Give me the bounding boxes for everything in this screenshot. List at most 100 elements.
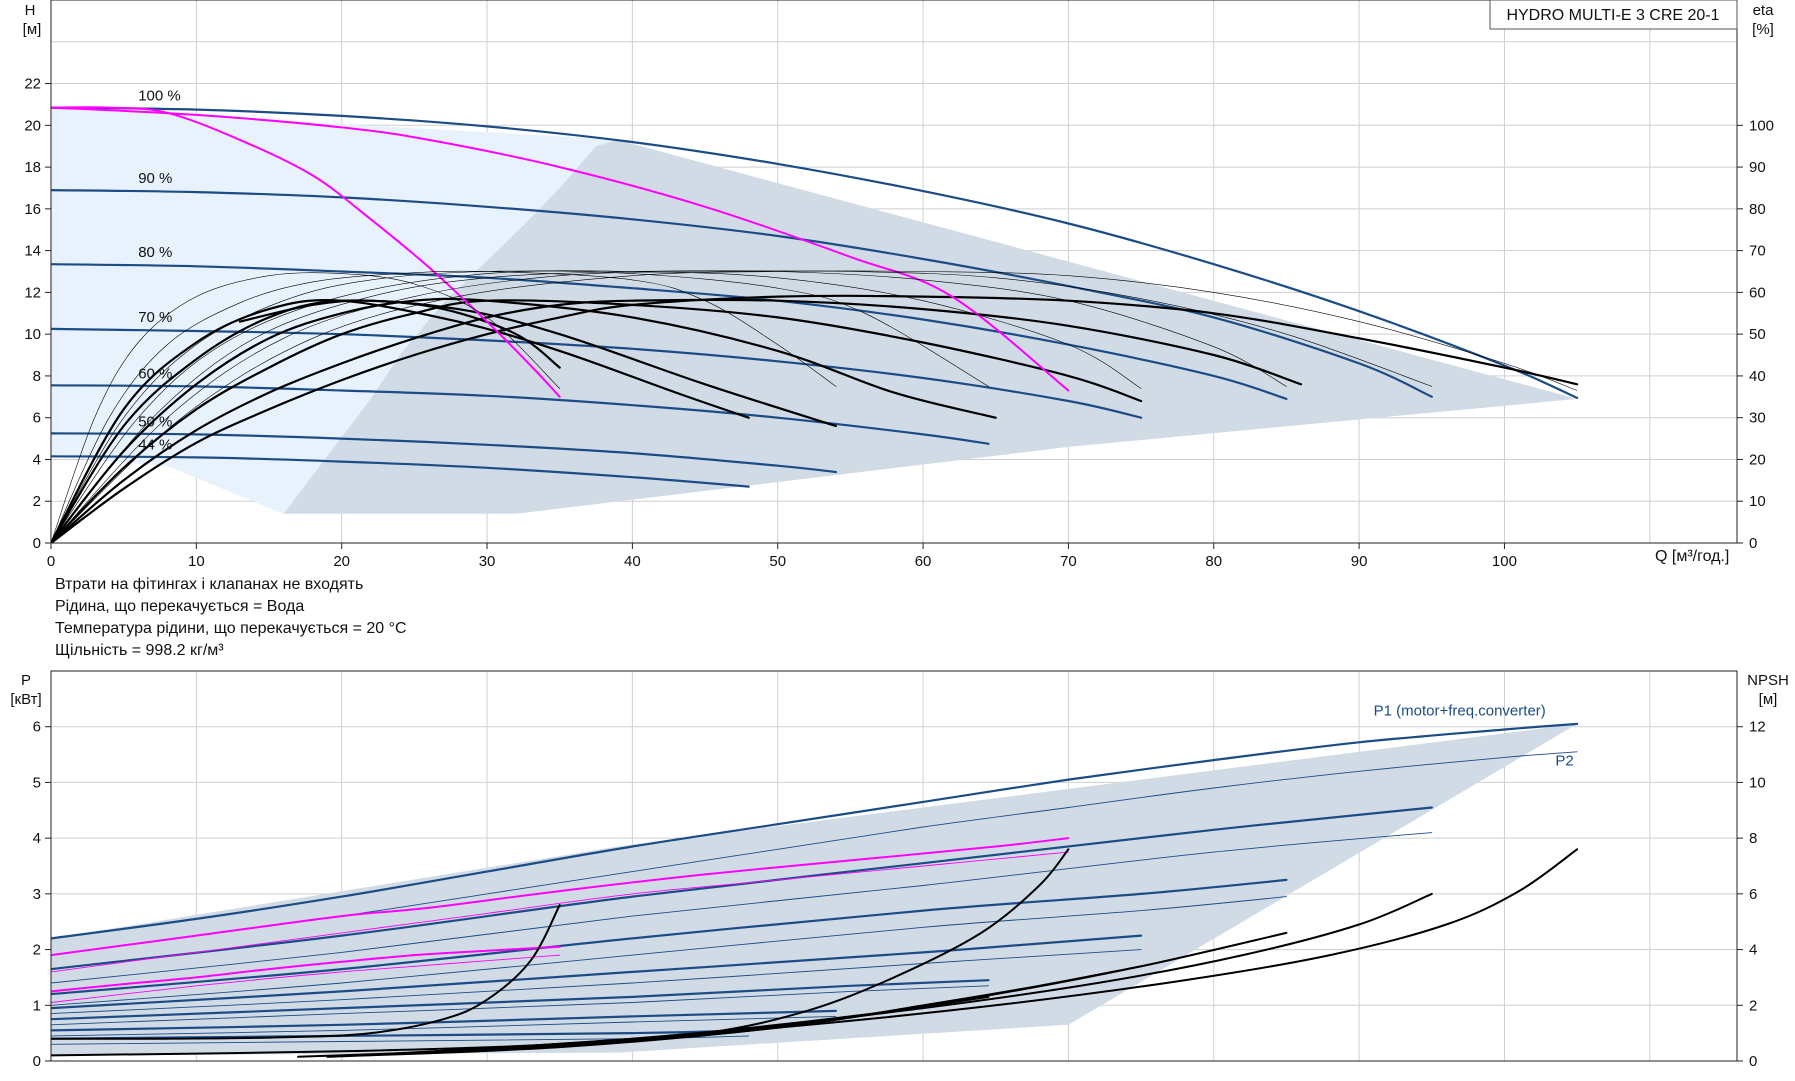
x-tick-label: 80 bbox=[1205, 553, 1222, 570]
h-axis-unit: [м] bbox=[23, 21, 42, 38]
head-curve bbox=[51, 263, 1288, 400]
p-tick-label: 2 bbox=[33, 942, 41, 959]
head-curve bbox=[51, 106, 1070, 392]
eta-tick-label: 10 bbox=[1749, 493, 1766, 510]
speed-label: 90 % bbox=[138, 170, 172, 187]
head-curve bbox=[51, 455, 750, 488]
top-plot-frame bbox=[50, 0, 1738, 544]
x-tick-label: 30 bbox=[479, 553, 496, 570]
h-tick-label: 10 bbox=[24, 326, 41, 343]
x-tick-label: 70 bbox=[1060, 553, 1077, 570]
npsh-curve bbox=[51, 904, 561, 1040]
x-tick-label: 100 bbox=[1492, 553, 1517, 570]
h-tick-label: 18 bbox=[24, 159, 41, 176]
npsh-tick-label: 8 bbox=[1749, 830, 1757, 847]
power-curve bbox=[51, 985, 989, 1026]
head-curve bbox=[51, 189, 1433, 398]
speed-label: 44 % bbox=[138, 436, 172, 453]
efficiency-curve bbox=[51, 297, 997, 543]
h-tick-label: 20 bbox=[24, 117, 41, 134]
npsh-tick-label: 4 bbox=[1749, 942, 1757, 959]
h-tick-label: 0 bbox=[33, 535, 41, 552]
x-tick-label: 40 bbox=[624, 553, 641, 570]
note-temperature: Температура рідини, що перекачується = 2… bbox=[55, 620, 407, 637]
q-axis-label: Q [м³/год.] bbox=[1655, 548, 1729, 565]
x-tick-label: 90 bbox=[1351, 553, 1368, 570]
p-tick-label: 5 bbox=[33, 774, 41, 791]
bottom-plot-frame bbox=[50, 670, 1738, 1062]
h-tick-label: 14 bbox=[24, 243, 41, 260]
p-axis-unit: [кВт] bbox=[10, 691, 41, 708]
efficiency-curve bbox=[238, 299, 561, 369]
power-curve bbox=[51, 851, 1069, 973]
power-operating-area bbox=[51, 723, 1578, 1056]
h-tick-label: 6 bbox=[33, 410, 41, 427]
iso-efficiency-line bbox=[51, 270, 1433, 543]
operating-region bbox=[51, 107, 1578, 514]
npsh-tick-label: 6 bbox=[1749, 886, 1757, 903]
speed-label: 50 % bbox=[138, 413, 172, 430]
eta-axis-unit: [%] bbox=[1752, 21, 1774, 38]
note-liquid: Рідина, що перекачується = Вода bbox=[55, 598, 305, 615]
h-tick-label: 4 bbox=[33, 451, 41, 468]
p-axis-label: P bbox=[21, 672, 31, 689]
h-tick-label: 12 bbox=[24, 284, 41, 301]
head-curve bbox=[51, 432, 837, 474]
top-axes-ticks: 0 10 20 30 40 50 60 70 80 90 100024681012141618202… bbox=[24, 76, 1774, 570]
power-curve bbox=[51, 1009, 837, 1032]
speed-label: 70 % bbox=[138, 309, 172, 326]
eta-tick-label: 20 bbox=[1749, 451, 1766, 468]
h-axis-label: H bbox=[25, 2, 36, 19]
head-curve bbox=[51, 327, 1143, 419]
npsh-axis-unit: [м] bbox=[1759, 691, 1778, 708]
p-tick-label: 1 bbox=[33, 997, 41, 1014]
eta-axis-label: eta bbox=[1753, 2, 1775, 19]
eta-tick-label: 90 bbox=[1749, 159, 1766, 176]
npsh-tick-label: 2 bbox=[1749, 997, 1757, 1014]
efficiency-curve bbox=[51, 294, 1579, 543]
note-density: Щільність = 998.2 кг/м³ bbox=[55, 642, 224, 659]
power-curve bbox=[51, 1015, 837, 1037]
npsh-tick-label: 0 bbox=[1749, 1053, 1757, 1070]
x-tick-label: 0 bbox=[47, 553, 55, 570]
speed-labels: 100 % 90 % 80 % 70 % 60 % 50 % 44 % bbox=[138, 88, 181, 454]
h-tick-label: 16 bbox=[24, 201, 41, 218]
title-box bbox=[1489, 0, 1738, 30]
chart-title: HYDRO MULTI-E 3 CRE 20-1 bbox=[1506, 7, 1719, 24]
head-efficiency-chart: 0 10 20 30 40 50 60 70 80 90 100024681012141618202… bbox=[23, 0, 1774, 570]
speed-label: 100 % bbox=[138, 88, 181, 105]
eta-tick-label: 30 bbox=[1749, 410, 1766, 427]
x-tick-label: 60 bbox=[915, 553, 932, 570]
p-tick-label: 6 bbox=[33, 719, 41, 736]
power-curve bbox=[51, 837, 1070, 957]
bottom-curves bbox=[51, 722, 1579, 1058]
npsh-curve bbox=[515, 848, 1579, 1050]
iso-efficiency-line bbox=[51, 270, 1287, 543]
power-curve bbox=[51, 722, 1579, 940]
power-curve bbox=[51, 945, 561, 993]
npsh-axis-label: NPSH bbox=[1747, 672, 1789, 689]
power-curve bbox=[51, 832, 1433, 984]
iso-efficiency-line bbox=[51, 272, 560, 543]
x-tick-label: 50 bbox=[769, 553, 786, 570]
head-curve bbox=[51, 106, 1579, 399]
bottom-annotations: P1 (motor+freq.converter) P2 bbox=[1374, 703, 1574, 770]
note-fittings: Втрати на фітингах і клапанах не входять bbox=[55, 576, 364, 593]
eta-tick-label: 0 bbox=[1749, 535, 1757, 552]
power-curve bbox=[51, 954, 561, 1003]
h-tick-label: 2 bbox=[33, 493, 41, 510]
power-region bbox=[51, 723, 1578, 1056]
p-tick-label: 4 bbox=[33, 830, 41, 847]
power-curve bbox=[51, 949, 1142, 1015]
efficiency-curve bbox=[51, 298, 1303, 543]
eta-tick-label: 80 bbox=[1749, 201, 1766, 218]
head-curve bbox=[51, 106, 561, 398]
eta-tick-label: 100 bbox=[1749, 117, 1774, 134]
npsh-tick-label: 12 bbox=[1749, 719, 1766, 736]
eta-tick-label: 70 bbox=[1749, 243, 1766, 260]
p-tick-label: 3 bbox=[33, 886, 41, 903]
h-tick-label: 8 bbox=[33, 368, 41, 385]
speed-label: 60 % bbox=[138, 365, 172, 382]
